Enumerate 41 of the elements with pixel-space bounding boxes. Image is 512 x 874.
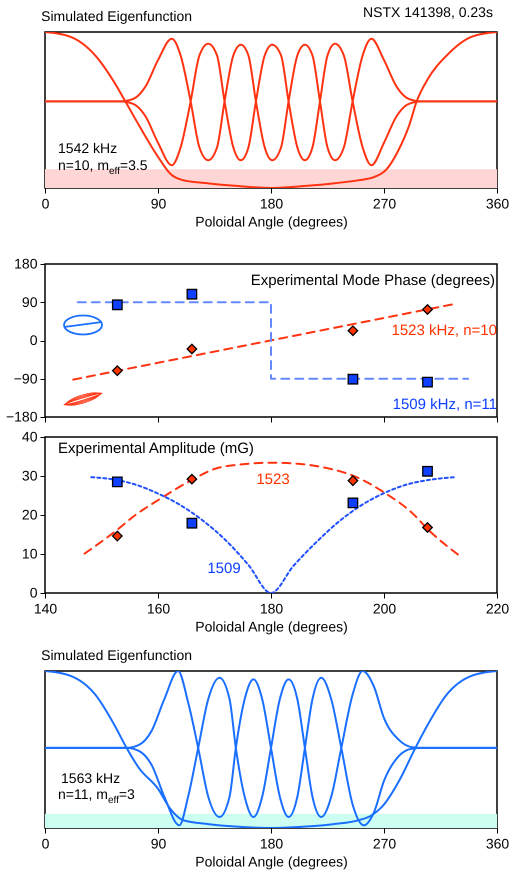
- y-tick-label: 10: [22, 546, 38, 562]
- x-tick-label: 360: [486, 836, 510, 852]
- x-tick-label: 90: [150, 196, 166, 212]
- series-label: 1509 kHz, n=11: [392, 396, 497, 413]
- x-axis-title: Poloidal Angle (degrees): [195, 618, 348, 634]
- x-tick-label: 160: [146, 600, 170, 616]
- text: 1523: [256, 471, 290, 488]
- annotation: n=10, m$_{eff}$=3.5: [58, 157, 148, 179]
- x-axis-title: Poloidal Angle (degrees): [195, 214, 348, 230]
- y-tick-label: 20: [22, 506, 38, 522]
- x-tick-label: 360: [486, 196, 510, 212]
- y-tick-label: 30: [22, 468, 38, 484]
- x-tick-label: 180: [260, 196, 284, 212]
- annotation: 1563 kHz: [61, 770, 120, 786]
- y-tick-label: 90: [22, 294, 38, 310]
- x-tick-label: 90: [150, 836, 166, 852]
- x-tick-label: 270: [372, 836, 396, 852]
- x-tick-label: 0: [42, 196, 50, 212]
- y-tick-label: −180: [6, 408, 38, 424]
- x-tick-label: 140: [34, 600, 58, 616]
- x-axis-title: Poloidal Angle (degrees): [195, 854, 348, 870]
- y-tick-label: −90: [14, 370, 38, 386]
- annotation: n=11, m$_{eff}$=3: [58, 786, 135, 808]
- x-tick-label: 270: [372, 196, 396, 212]
- x-tick-label: 0: [42, 836, 50, 852]
- x-tick-label: 220: [486, 600, 510, 616]
- annotation: Experimental Amplitude (mG): [58, 440, 254, 457]
- y-tick-label: 180: [14, 256, 38, 272]
- text: NSTX 141398, 0.23s: [363, 4, 493, 20]
- y-tick-label: 0: [30, 332, 38, 348]
- x-tick-label: 200: [372, 600, 396, 616]
- text: 1509: [207, 560, 241, 577]
- y-tick-label: 40: [22, 428, 38, 444]
- x-tick-label: 180: [260, 600, 284, 616]
- annotation: 1542 kHz: [58, 140, 118, 156]
- x-tick-label: 180: [260, 836, 284, 852]
- y-tick-label: 0: [30, 584, 38, 600]
- series-label: 1523 kHz, n=10: [392, 322, 497, 339]
- chart-title: Simulated Eigenfunction: [41, 647, 192, 663]
- annotation: Experimental Mode Phase (degrees): [250, 272, 495, 289]
- chart-title: Simulated Eigenfunction: [41, 8, 192, 24]
